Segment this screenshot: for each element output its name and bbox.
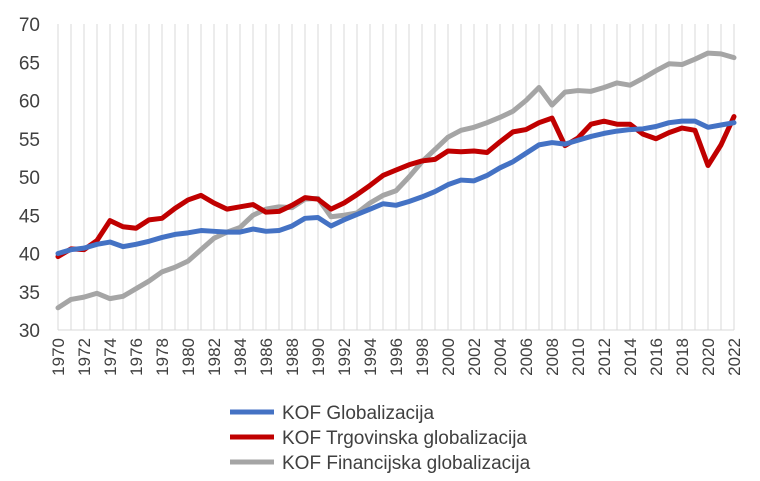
series-line-financijska — [55, 50, 737, 311]
y-tick-label: 60 — [19, 92, 40, 113]
legend-label-financijska: KOF Financijska globalizacija — [282, 453, 531, 474]
x-tick-label: 1972 — [75, 338, 94, 376]
x-tick-label: 1990 — [309, 338, 328, 376]
y-tick-label: 45 — [19, 206, 40, 227]
x-tick-label: 2018 — [673, 338, 692, 376]
y-tick-label: 50 — [19, 168, 40, 189]
x-tick-label: 2010 — [569, 338, 588, 376]
x-tick-label: 1978 — [153, 338, 172, 376]
legend: KOF Globalizacija KOF Trgovinska globali… — [230, 403, 531, 474]
y-tick-label: 65 — [19, 53, 40, 74]
y-tick-label: 55 — [19, 130, 40, 151]
x-tick-label: 1986 — [257, 338, 276, 376]
x-tick-label: 2002 — [465, 338, 484, 376]
legend-label-trgovinska: KOF Trgovinska globalizacija — [282, 428, 527, 449]
x-tick-label: 2006 — [517, 338, 536, 376]
x-tick-label: 1996 — [387, 338, 406, 376]
x-tick-label: 1980 — [179, 338, 198, 376]
x-tick-label: 2014 — [621, 338, 640, 376]
x-axis: 1970 1972 1974 1976 1978 1980 1982 1984 1986 1988… — [49, 329, 744, 376]
y-tick-label: 40 — [19, 245, 40, 266]
x-tick-label: 2008 — [543, 338, 562, 376]
series-lines — [55, 50, 737, 311]
series-line-globalizacija — [55, 118, 737, 256]
x-tick-label: 1984 — [231, 338, 250, 376]
y-axis: 30 35 40 45 50 55 60 65 70 — [19, 15, 40, 342]
x-tick-label: 2000 — [439, 338, 458, 376]
x-tick-label: 1974 — [101, 338, 120, 376]
series-line-trgovinska — [55, 114, 737, 260]
x-tick-label: 2016 — [647, 338, 666, 376]
x-tick-label: 1976 — [127, 338, 146, 376]
x-tick-label: 2004 — [491, 338, 510, 376]
x-tick-label: 1988 — [283, 338, 302, 376]
vertical-gridlines — [57, 24, 735, 330]
x-tick-label: 2020 — [699, 338, 718, 376]
x-tick-label: 2012 — [595, 338, 614, 376]
legend-label-globalizacija: KOF Globalizacija — [282, 403, 434, 424]
y-tick-label: 30 — [19, 321, 40, 342]
x-tick-label: 1994 — [361, 338, 380, 376]
x-tick-label: 2022 — [725, 338, 744, 376]
y-tick-label: 70 — [19, 15, 40, 36]
x-tick-label: 1992 — [335, 338, 354, 376]
x-tick-label: 1970 — [49, 338, 68, 376]
y-tick-label: 35 — [19, 283, 40, 304]
x-tick-label: 1982 — [205, 338, 224, 376]
x-tick-label: 1998 — [413, 338, 432, 376]
